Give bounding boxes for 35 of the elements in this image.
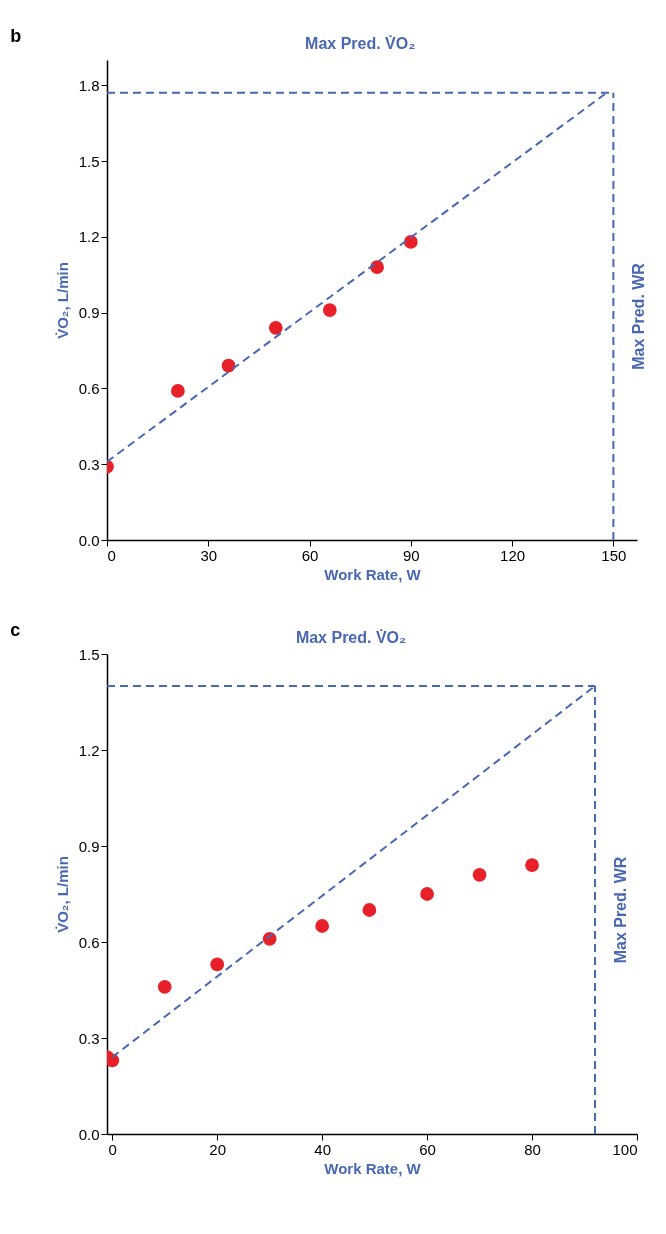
y-tick-label: 1.2	[78, 741, 100, 759]
x-tick-label: 30	[200, 546, 218, 564]
y-tick-label: 0.9	[78, 304, 100, 322]
y-tick-label: 0.0	[78, 1125, 100, 1143]
x-tick-label: 90	[402, 546, 420, 564]
x-tick-label: 120	[500, 546, 526, 564]
x-tick-label: 20	[209, 1140, 227, 1158]
y-tick-label: 1.2	[78, 228, 100, 246]
x-tick-label: 0	[108, 1140, 117, 1158]
y-tick-label: 0.6	[78, 379, 100, 397]
y-tick-label: 1.5	[78, 152, 100, 170]
y-tick-label: 0.9	[78, 837, 100, 855]
y-tick-label: 0.0	[78, 531, 100, 549]
x-tick-label: 60	[419, 1140, 436, 1158]
chart-title: b	[10, 26, 22, 46]
ref-line-label: Max Pred. V̇O₂	[295, 628, 407, 646]
x-tick-label: 60	[301, 546, 319, 564]
x-axis-title: Work Rate, W	[324, 565, 422, 583]
y-tick-label: 1.5	[78, 645, 100, 663]
y-axis-title: V̇O₂, L/min	[53, 262, 71, 339]
y-tick-label: 0.3	[78, 455, 100, 473]
x-tick-label: 150	[601, 546, 627, 564]
x-axis-title: Work Rate, W	[324, 1159, 422, 1177]
y-tick-label: 1.8	[78, 76, 100, 94]
x-tick-label: 100	[612, 1140, 638, 1158]
y-axis-title: V̇O₂, L/min	[53, 856, 71, 933]
ref-line-label: Max Pred. V̇O₂	[305, 34, 416, 52]
chart-title: c	[10, 620, 21, 640]
ref-line-label: Max Pred. WR	[612, 856, 630, 964]
y-tick-label: 0.3	[78, 1029, 100, 1047]
x-tick-label: 40	[314, 1140, 331, 1158]
x-tick-label: 80	[524, 1140, 541, 1158]
y-tick-label: 0.6	[78, 933, 100, 951]
ref-line-label: Max Pred. WR	[630, 262, 648, 370]
x-tick-label: 0	[107, 546, 116, 564]
